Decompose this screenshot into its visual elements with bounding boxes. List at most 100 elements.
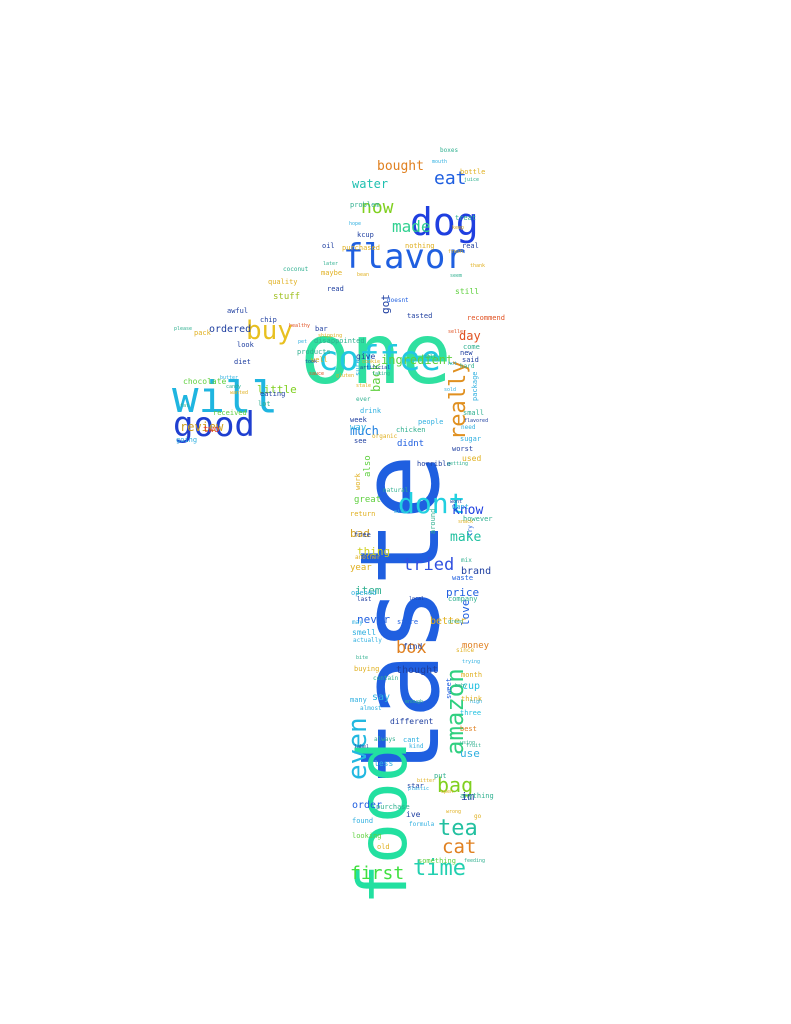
cloud-word: ingredient	[381, 353, 454, 367]
cloud-word: oil	[322, 242, 335, 250]
cloud-word: tried	[403, 555, 455, 575]
cloud-word: bottle	[460, 168, 486, 176]
cloud-word: put	[434, 772, 447, 780]
cloud-word: anything	[460, 792, 494, 800]
cloud-word: formula	[409, 821, 435, 828]
cloud-word: received	[213, 409, 247, 417]
cloud-word: recommend	[467, 314, 505, 322]
cloud-word: cookie	[362, 359, 381, 365]
cloud-word: lot	[258, 400, 271, 408]
cloud-word: return	[350, 510, 376, 518]
cloud-word: maybe	[321, 269, 343, 277]
cloud-word: horrible	[417, 460, 451, 468]
cloud-word: people	[418, 418, 444, 426]
cloud-word: time	[413, 856, 466, 881]
cloud-word: day	[459, 329, 481, 343]
cloud-word: waste	[452, 574, 474, 582]
cloud-word: buying	[354, 665, 380, 673]
cloud-word: chocolate	[183, 377, 227, 386]
cloud-word: bag	[437, 773, 474, 797]
cloud-word: now	[361, 197, 394, 218]
cloud-word: juice	[464, 177, 480, 183]
cloud-word: mix	[461, 557, 472, 564]
cloud-word: two	[203, 425, 220, 435]
cloud-word: later	[323, 261, 339, 267]
cloud-word: feeding	[464, 858, 486, 864]
cloud-word: made	[392, 217, 431, 236]
cloud-word: chicken	[396, 426, 426, 434]
cloud-word: many	[350, 696, 367, 704]
cloud-word: new	[460, 349, 473, 357]
cloud-word: water	[352, 177, 389, 191]
cloud-word: one	[300, 305, 452, 403]
cloud-word: item	[355, 584, 382, 597]
cloud-word: package	[471, 371, 479, 401]
cloud-word: free	[354, 531, 371, 539]
cloud-word: fruit	[466, 743, 482, 749]
cloud-word: bite	[356, 655, 369, 661]
cloud-word: purchase	[376, 803, 410, 811]
cloud-word: however	[463, 515, 493, 523]
cloud-word: stale	[356, 383, 372, 389]
cloud-word: natural	[383, 487, 409, 494]
cloud-word: milk	[394, 509, 407, 515]
cloud-word: different	[390, 717, 434, 726]
cloud-word: worst	[452, 445, 474, 453]
cloud-word: organic	[372, 433, 398, 440]
cloud-word: opened	[351, 589, 377, 597]
cloud-word: want	[452, 503, 469, 511]
cloud-word: found	[352, 817, 374, 825]
cloud-word: month	[461, 671, 483, 679]
cloud-word: read	[327, 285, 344, 293]
cloud-word: tasted	[407, 312, 433, 320]
cloud-word: pet	[298, 339, 308, 345]
cloud-word: bitter	[417, 778, 436, 784]
cloud-word: think	[461, 695, 483, 703]
cloud-word: much	[350, 424, 379, 438]
cloud-word: star	[407, 782, 424, 790]
cloud-word: bar	[315, 325, 328, 333]
cloud-word: always	[374, 736, 396, 743]
cloud-word: will	[172, 372, 278, 423]
cloud-word: work	[354, 473, 362, 490]
cloud-word: diet	[234, 358, 251, 366]
cloud-word: bean	[357, 272, 370, 278]
cloud-word: thing	[357, 545, 391, 558]
cloud-word: label	[354, 744, 370, 750]
cloud-word: getting	[447, 461, 469, 467]
cloud-word: butter	[220, 375, 239, 381]
cloud-word: dog	[410, 200, 479, 244]
cloud-word: need	[461, 424, 476, 431]
cloud-word: price	[446, 586, 480, 599]
cloud-word: come	[463, 343, 480, 351]
cloud-word: please	[174, 326, 193, 332]
cloud-word: may	[352, 619, 363, 626]
cloud-word: disappointed	[314, 337, 365, 345]
cloud-word: treat	[455, 214, 477, 222]
cloud-word: said	[462, 356, 479, 364]
cloud-word: boxes	[440, 147, 459, 154]
cloud-word: used	[462, 454, 482, 463]
cloud-word: year	[350, 563, 372, 573]
cloud-word: cant	[403, 736, 420, 744]
cloud-word: im	[461, 790, 475, 803]
cloud-word: using	[460, 740, 476, 746]
cloud-word: make	[450, 530, 482, 545]
cloud-word: kind	[409, 743, 424, 750]
cloud-word: sugar	[460, 435, 482, 443]
cloud-word: eating	[260, 390, 286, 398]
cloud-word: taking	[372, 371, 391, 377]
cloud-word: doesnt	[387, 297, 409, 304]
cloud-word: first	[350, 863, 405, 884]
cloud-word: local	[409, 596, 425, 602]
cloud-word: drink	[360, 407, 382, 415]
cloud-word: around	[429, 508, 437, 534]
cloud-word: cat	[442, 836, 477, 858]
cloud-word: flavor	[343, 237, 466, 277]
cloud-word: try	[467, 525, 474, 536]
cloud-word: plastic	[408, 786, 430, 792]
cloud-word: box	[396, 638, 427, 658]
cloud-word: still	[455, 287, 480, 296]
cloud-word: salt	[424, 354, 437, 360]
cloud-word: small	[463, 409, 485, 417]
